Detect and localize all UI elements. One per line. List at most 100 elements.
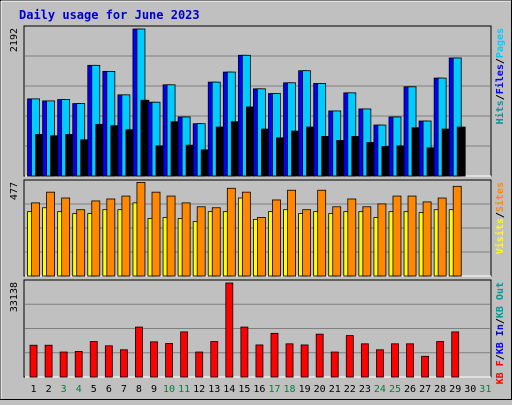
bar-sites [377, 203, 387, 277]
bar-sites [151, 191, 161, 277]
bar-sites [121, 195, 131, 277]
visits-sites-panel: 477 Visits/Sites [9, 179, 506, 277]
bar-sites [91, 200, 101, 277]
day-label: 10 [163, 384, 175, 395]
day-label: 18 [284, 384, 296, 395]
legend-entry: KB F [495, 360, 506, 384]
bar-sites [317, 189, 327, 277]
y-max-label: 33138 [9, 282, 20, 312]
bar-sites [362, 206, 372, 277]
day-label: 11 [178, 384, 190, 395]
bar-kb-f [270, 332, 279, 378]
day-label: 24 [374, 384, 386, 395]
bar-kb-f [406, 343, 414, 378]
day-label: 25 [389, 384, 401, 395]
day-labels: 1 2 3 4 5 6 7 8 9 10 11 12 13 14 15 16 17 18 19 20 21 22 23 24 2… [31, 384, 492, 395]
legend-entry: Sites [494, 182, 506, 212]
bar-sites [196, 206, 206, 277]
hits-files-pages-panel: 2192 Hits/Files/Pages [9, 25, 506, 177]
legend-entry: / [495, 354, 506, 360]
day-label: 20 [314, 384, 326, 395]
legend-entry: / [495, 94, 506, 100]
bar-kb-f [315, 333, 324, 378]
bar-kb-f [195, 351, 204, 378]
day-label: 15 [238, 384, 250, 395]
bar-kb-f [421, 355, 429, 378]
day-label: 22 [344, 384, 356, 395]
bar-kb-f [165, 343, 173, 378]
legend: Visits/Sites [494, 182, 506, 254]
bar-sites [226, 187, 236, 277]
bar-sites [392, 195, 402, 277]
bar-sites [46, 191, 55, 277]
bar-kb-f [135, 326, 143, 378]
bar-kb-f [391, 343, 399, 378]
bar-sites [437, 197, 447, 277]
bar-sites [241, 191, 251, 277]
bar-kb-f [44, 344, 53, 378]
legend-entry: / [495, 58, 506, 64]
bar-kb-f [376, 349, 384, 378]
bar-kb-f [360, 343, 369, 378]
bar-kb-f [255, 344, 264, 378]
bar-sites [422, 201, 432, 277]
bar-kb-f [225, 282, 234, 378]
bar-kb-f [345, 335, 354, 378]
bar-kb-f [74, 351, 83, 378]
legend: KB F/KB In/KB Out [495, 282, 506, 384]
day-label: 1 [31, 384, 37, 395]
legend: Hits/Files/Pages [494, 28, 506, 124]
bar-sites [136, 182, 146, 277]
bar-sites [61, 197, 71, 277]
bar-kb-f [285, 343, 294, 378]
bar-kb-f [210, 341, 219, 378]
bar-sites [211, 207, 221, 277]
day-label: 2 [46, 384, 52, 395]
day-label: 8 [136, 384, 142, 395]
bar-kb-f [119, 349, 128, 378]
bar-sites [332, 206, 342, 277]
bar-kb-f [180, 331, 189, 378]
bar-sites [31, 202, 40, 277]
day-label: 30 [464, 384, 476, 395]
day-label: 6 [106, 384, 112, 395]
day-label: 28 [434, 384, 446, 395]
legend-entry: / [495, 318, 506, 324]
day-label: 9 [151, 384, 157, 395]
day-label: 14 [223, 384, 235, 395]
legend-entry: / [495, 212, 506, 218]
day-label: 26 [404, 384, 416, 395]
bar-kb-f [150, 341, 158, 378]
bar-kb-f [89, 341, 98, 378]
day-label: 17 [268, 384, 280, 395]
day-label: 16 [253, 384, 265, 395]
legend-entry: Hits [494, 100, 506, 124]
bar-sites [287, 189, 296, 277]
day-label: 12 [193, 384, 205, 395]
bar-kb-f [300, 344, 309, 378]
chart-title: Daily usage for June 2023 [19, 8, 200, 22]
bar-sites [166, 195, 176, 277]
day-label: 13 [208, 384, 220, 395]
bar-sites [181, 202, 191, 277]
bar-sites [257, 217, 266, 277]
y-max-label: 2192 [9, 28, 20, 52]
legend-entry: KB In [495, 324, 506, 354]
legend-entry: Pages [495, 28, 506, 58]
day-label: 23 [359, 384, 371, 395]
bar-kb-f [240, 326, 249, 378]
bar-sites [452, 185, 462, 277]
legend-entry: KB Out [495, 282, 506, 318]
day-label: 3 [61, 384, 67, 395]
bar-pages [456, 126, 466, 177]
bar-kb-f [104, 345, 113, 378]
day-label: 4 [76, 384, 82, 395]
day-label: 21 [329, 384, 341, 395]
bar-kb-f [59, 351, 68, 378]
bar-sites [302, 209, 312, 277]
legend-entry: Visits [494, 218, 506, 254]
bar-sites [272, 199, 281, 277]
